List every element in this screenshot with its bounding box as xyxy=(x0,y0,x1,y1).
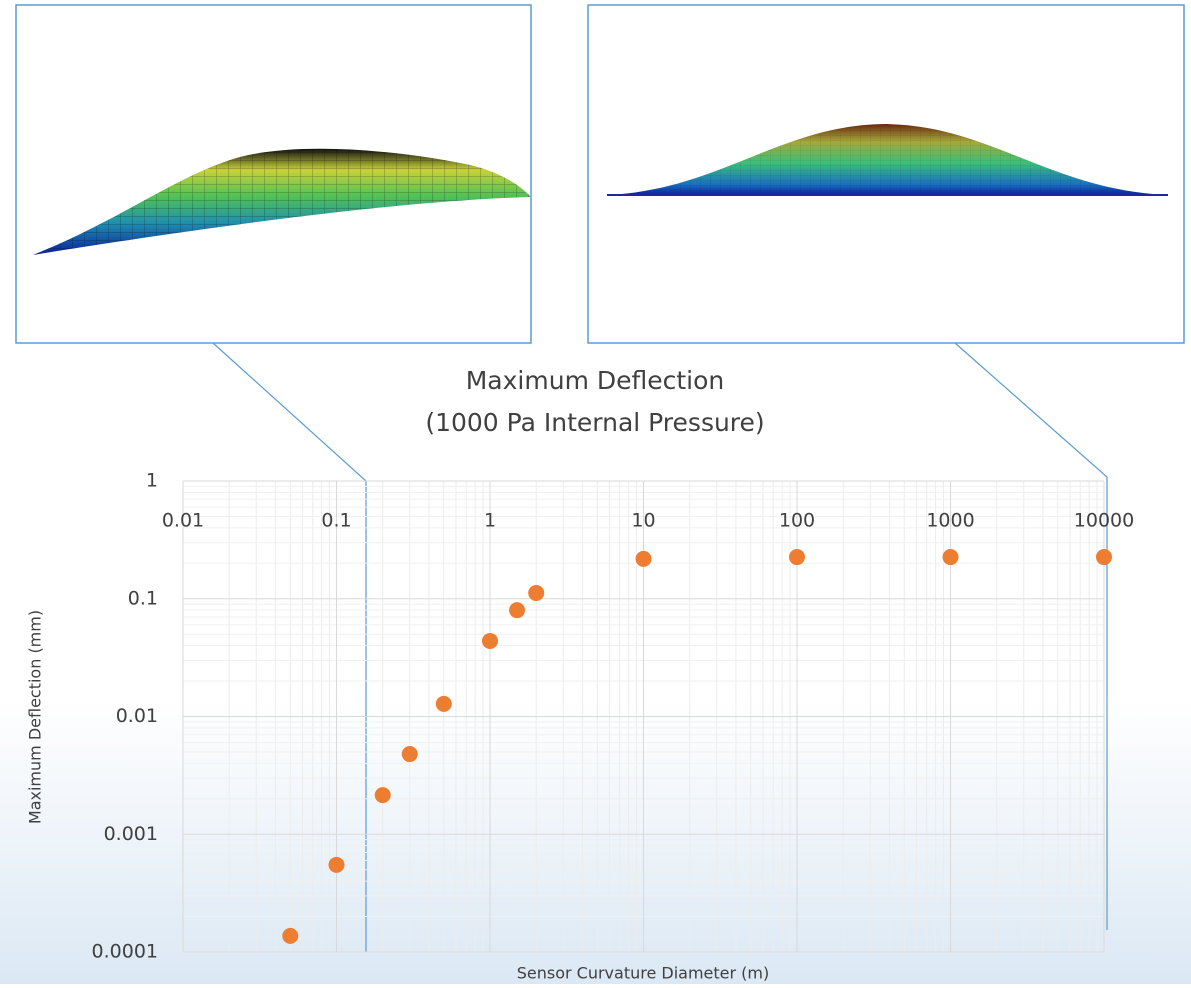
inset-right-mesh xyxy=(607,124,1168,195)
x-tick-label: 100 xyxy=(779,510,815,532)
plot xyxy=(282,549,1112,944)
connector-right xyxy=(954,342,1108,930)
data-point xyxy=(942,549,959,566)
data-point xyxy=(482,632,498,649)
x-tick-label: 0.1 xyxy=(321,510,351,532)
y-tick-label: 0.0001 xyxy=(92,941,158,963)
data-point xyxy=(509,602,526,619)
data-point xyxy=(328,856,345,873)
background xyxy=(0,700,1191,984)
y-tick-label: 0.1 xyxy=(128,587,158,609)
x-tick-label: 10 xyxy=(631,510,655,532)
x-tick-label: 1000 xyxy=(926,510,974,532)
chart-subtitle: (1000 Pa Internal Pressure) xyxy=(425,408,764,437)
data-point xyxy=(374,787,391,804)
grid: 0.01 0.1 1 10 100 1000 10000 1 0.1 0.01 0.001 0.000… xyxy=(92,470,1135,963)
x-tick-label: 1 xyxy=(484,510,496,532)
data-point xyxy=(1096,549,1112,566)
chart-title: Maximum Deflection xyxy=(466,366,725,395)
data-point xyxy=(282,927,299,944)
y-tick-label: 1 xyxy=(146,470,158,492)
inset-left-mesh xyxy=(33,148,531,255)
y-tick-label: 0.01 xyxy=(116,705,158,727)
x-axis-label: Sensor Curvature Diameter (m) xyxy=(517,964,770,983)
data-point xyxy=(528,584,545,601)
x-tick-label: 10000 xyxy=(1074,510,1134,532)
x-tick-label: 0.01 xyxy=(162,510,204,532)
data-point xyxy=(635,550,652,567)
y-axis-label: Maximum Deflection (mm) xyxy=(26,610,45,824)
data-point xyxy=(435,695,452,712)
y-tick-label: 0.001 xyxy=(104,823,158,845)
data-point xyxy=(789,549,805,566)
data-point xyxy=(401,746,418,763)
